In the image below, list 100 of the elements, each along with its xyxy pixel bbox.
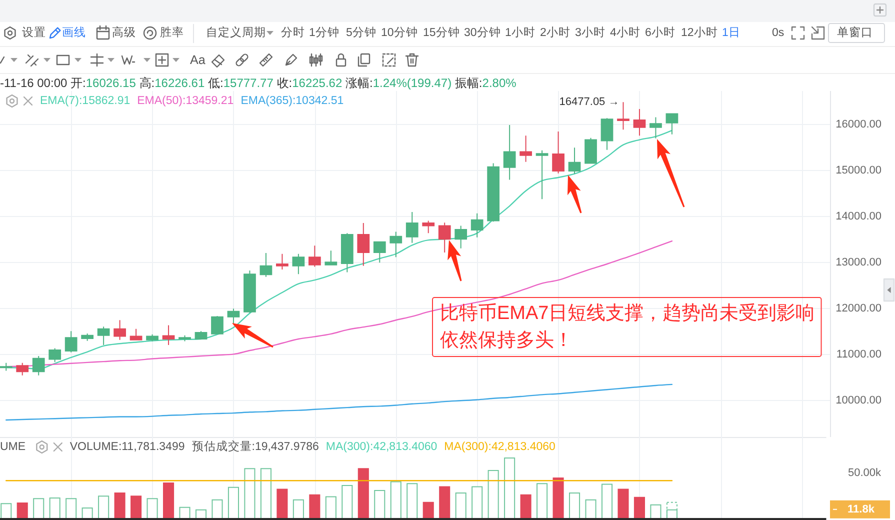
bar	[520, 494, 532, 520]
bar	[618, 488, 629, 520]
text: 分时	[281, 26, 305, 39]
y-tick-label: 15000.00	[836, 164, 882, 177]
text: 单窗口	[837, 25, 873, 39]
y-tick-label: 13000.00	[836, 256, 882, 269]
text: 11.8k	[848, 503, 876, 516]
y-tick-label: 10000.00	[836, 394, 882, 407]
candlestick	[470, 212, 484, 238]
bar	[98, 496, 110, 520]
candlestick	[487, 162, 500, 222]
candlestick	[146, 334, 158, 342]
annotation: 16477.05 →	[559, 96, 620, 108]
bar	[374, 490, 386, 520]
candlestick	[16, 362, 29, 376]
text: EMA(365):10342.51	[240, 95, 344, 107]
bar	[666, 502, 678, 520]
text: 设置	[22, 26, 46, 39]
candlestick	[373, 240, 386, 264]
bar	[358, 468, 369, 520]
text: -11-16 00:00 开:16026.15 高:16226.61 低:15777.77 收:16225.62 涨幅:1.24%(199.47) 振幅:2.80%	[0, 76, 516, 90]
bar	[552, 478, 564, 520]
text: 15分钟	[423, 26, 460, 39]
candlestick	[600, 118, 614, 150]
text: 画线	[62, 26, 86, 39]
bar	[260, 468, 272, 520]
candlestick	[552, 130, 564, 174]
text: 6小时	[645, 26, 676, 39]
candlestick	[64, 330, 78, 353]
candlestick	[81, 332, 94, 342]
bar	[146, 498, 158, 520]
bar	[504, 458, 516, 520]
bar	[163, 482, 174, 520]
candlestick	[568, 147, 581, 174]
candlestick	[324, 250, 338, 266]
text: 高级	[112, 25, 136, 39]
text: 12小时	[681, 26, 718, 39]
candlestick	[260, 252, 272, 278]
candlestick	[340, 232, 354, 273]
bar	[228, 486, 239, 520]
bar	[406, 483, 418, 520]
bar	[309, 494, 320, 520]
bar	[455, 492, 466, 520]
bar	[439, 486, 450, 520]
text: 0s	[772, 27, 784, 39]
text: VOLUME:11,781.3499	[70, 441, 185, 453]
text: 胜率	[160, 25, 184, 39]
bar	[601, 484, 613, 520]
text: 1日	[722, 26, 740, 39]
candlestick	[650, 116, 662, 139]
candlestick	[97, 326, 110, 346]
bar	[49, 498, 60, 520]
bar	[33, 498, 44, 520]
y-tick-label: 12000.00	[836, 302, 882, 315]
candlestick	[406, 212, 418, 244]
bar	[488, 470, 499, 520]
bar	[292, 499, 304, 520]
text: 5分钟	[346, 26, 376, 39]
annotation: 比特币EMA7日短线支撑，趋势尚未受到影响依然保持多头！	[440, 303, 815, 351]
bar	[66, 498, 77, 520]
candlestick	[276, 253, 288, 270]
candlestick	[454, 225, 468, 249]
text: Aa	[190, 53, 206, 67]
text: 自定义周期	[206, 25, 266, 39]
text: 3小时	[575, 26, 606, 39]
candlestick	[438, 222, 451, 253]
candlestick	[227, 308, 240, 324]
bar	[212, 499, 223, 520]
chart-title: UME	[0, 441, 26, 453]
legend-label: MA(300):42,813.4060	[326, 441, 438, 453]
text: 30分钟	[464, 26, 501, 39]
bar	[244, 468, 256, 520]
candlestick	[114, 320, 126, 340]
bar	[585, 499, 596, 520]
bar	[130, 496, 142, 520]
candlestick	[292, 253, 305, 275]
candlestick	[178, 334, 191, 342]
candlestick	[0, 362, 12, 372]
candlestick	[357, 222, 370, 266]
bar	[536, 483, 548, 520]
candlestick	[422, 220, 435, 234]
bar	[325, 496, 336, 520]
candlestick	[520, 135, 532, 162]
candlestick	[666, 113, 678, 135]
bar	[390, 481, 402, 520]
candlestick	[308, 245, 321, 268]
line-series	[6, 384, 673, 421]
text: 预估成交量:19,437.9786	[192, 439, 319, 453]
candlestick	[503, 124, 516, 180]
candlestick	[211, 315, 224, 335]
bar	[569, 492, 580, 520]
candlestick	[584, 137, 597, 164]
candlestick	[194, 330, 208, 340]
text: 1小时	[505, 26, 536, 39]
bar	[472, 486, 483, 520]
text: MA(300):42,813.4060	[444, 441, 556, 453]
text: EMA(7):15862.91	[40, 95, 130, 107]
text: 1分钟	[309, 26, 340, 39]
candlestick	[130, 328, 142, 341]
candlestick	[162, 324, 175, 346]
